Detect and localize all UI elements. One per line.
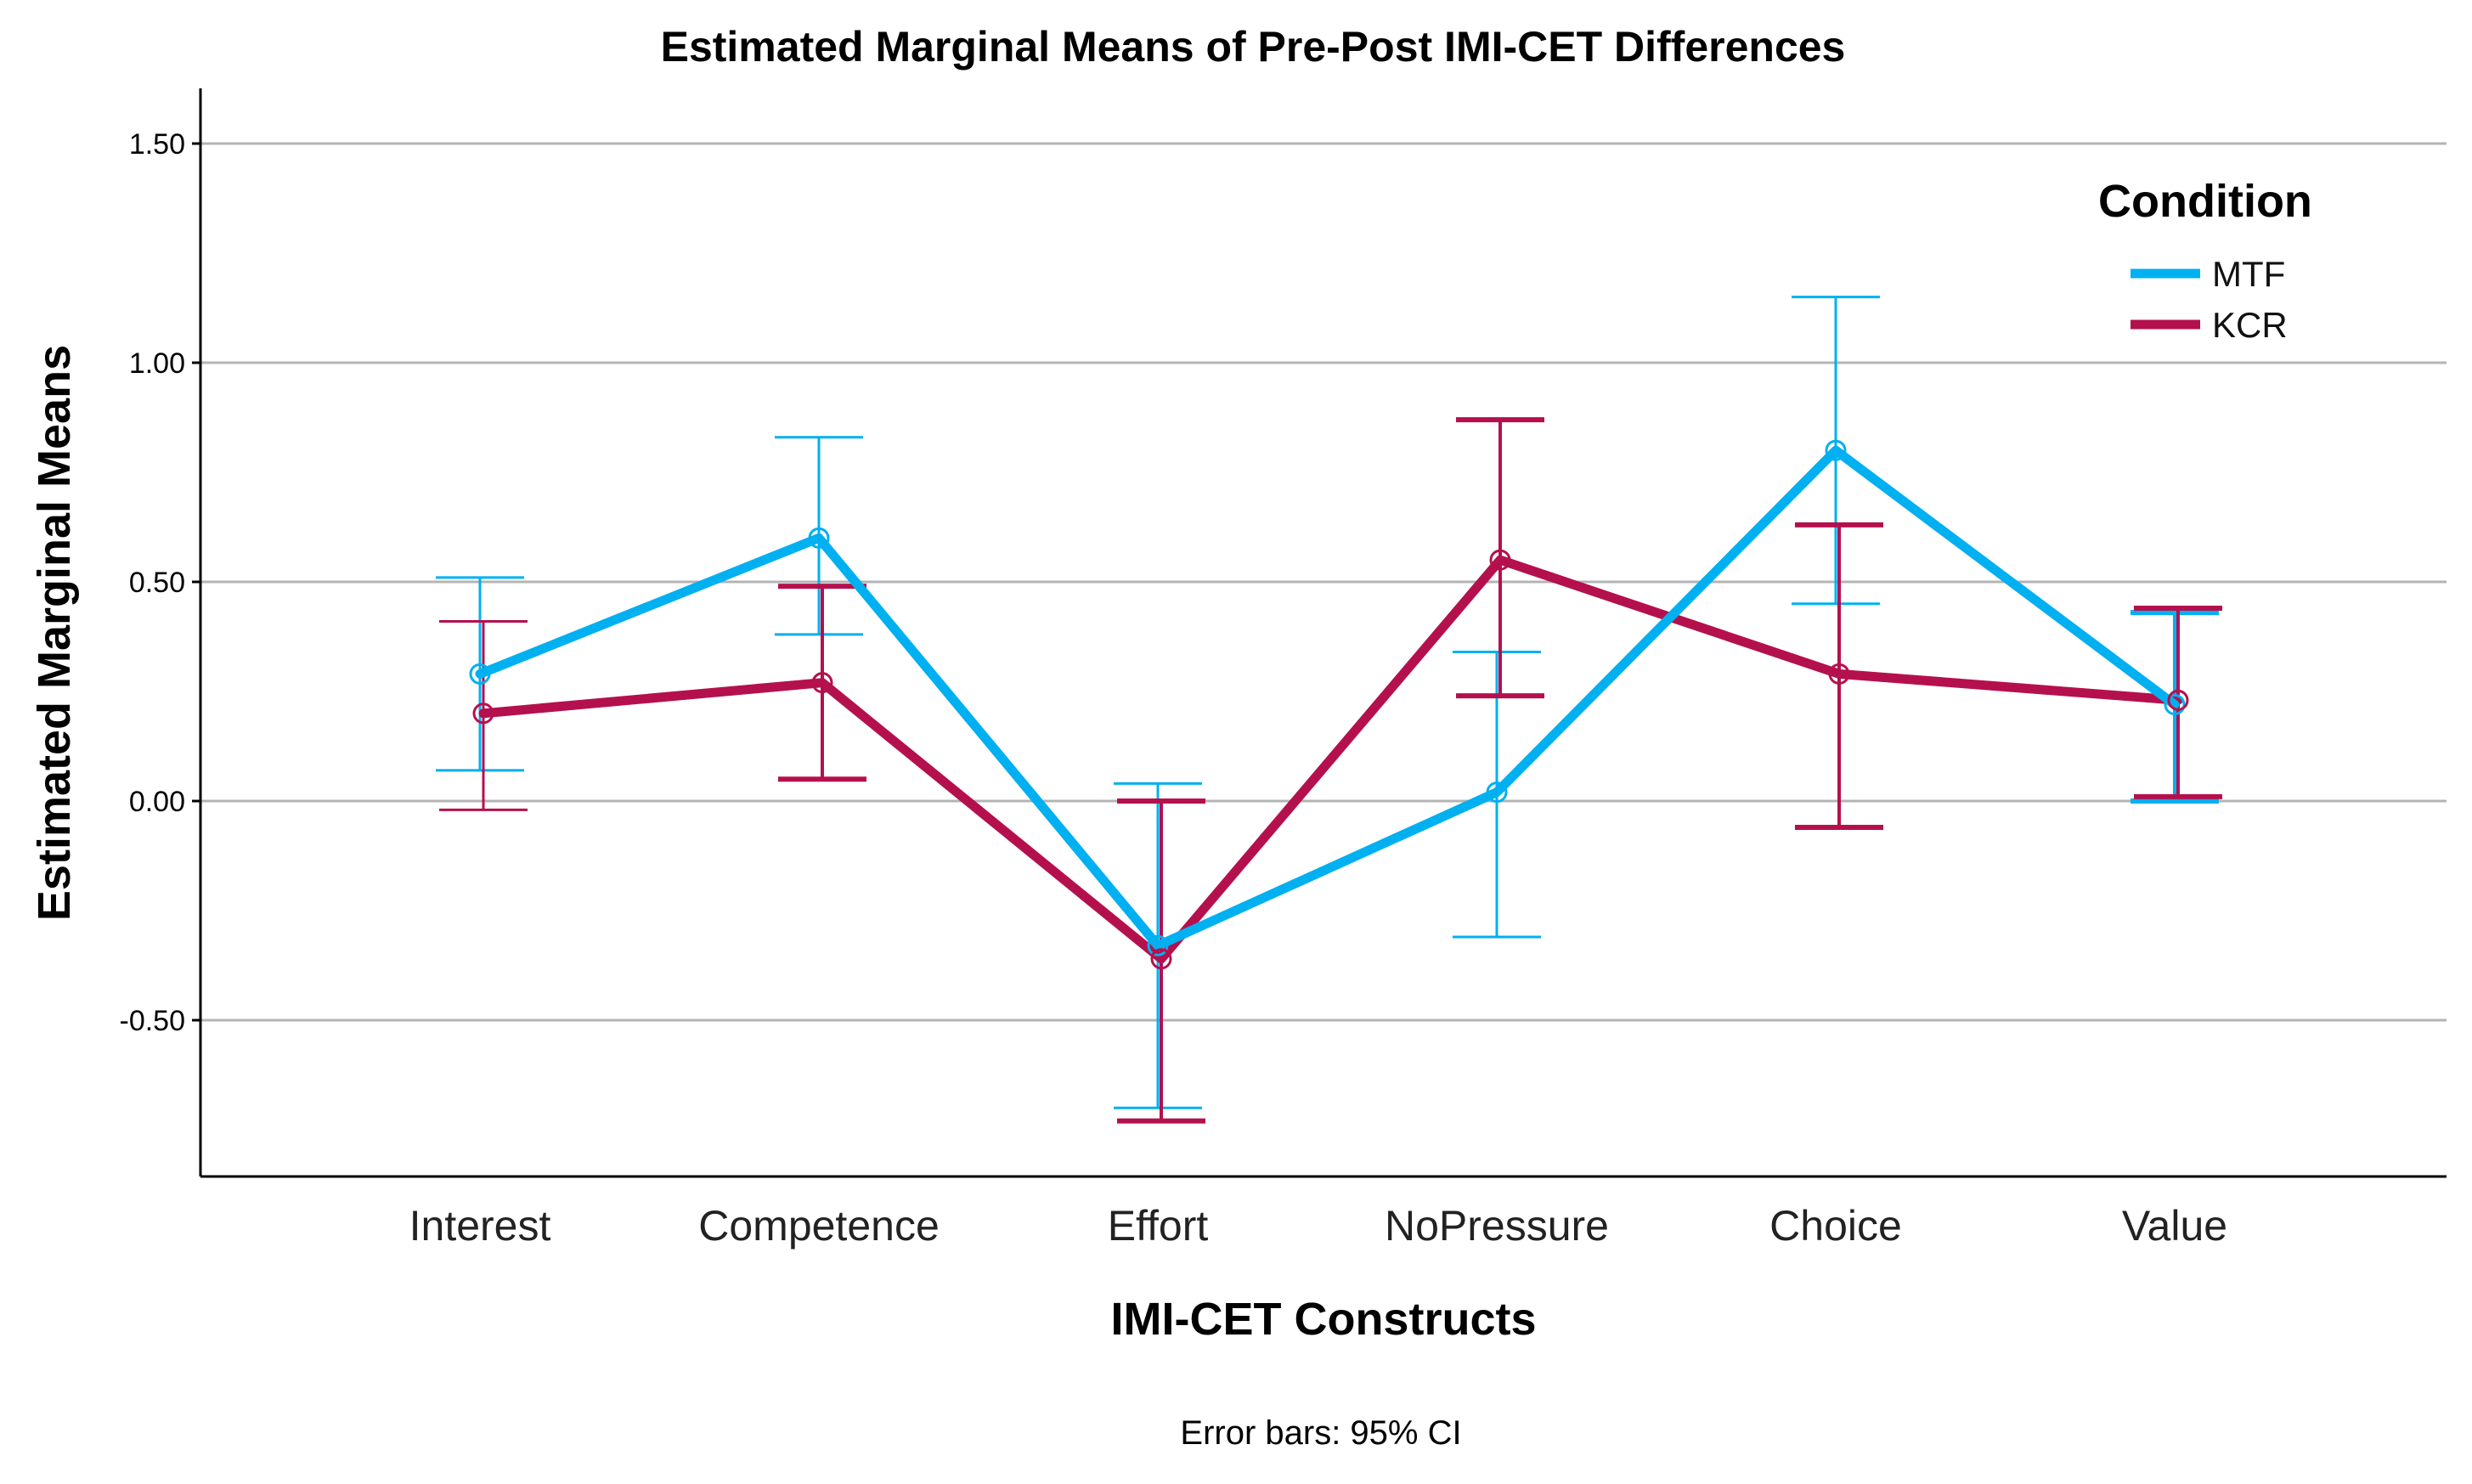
- data-point-kcr: [1150, 948, 1172, 970]
- data-point-mtf: [1825, 439, 1847, 461]
- x-axis-categories: Interest Competence Effort NoPressure Choice…: [409, 1202, 2227, 1250]
- x-axis-title: IMI-CET Constructs: [1110, 1294, 1536, 1345]
- y-tick-label: -0.50: [120, 1005, 186, 1037]
- data-point-kcr: [472, 703, 494, 725]
- y-tick-label: 1.00: [129, 347, 185, 380]
- legend-label-kcr: KCR: [2212, 305, 2288, 345]
- x-category-label: Interest: [409, 1202, 551, 1250]
- series-line-kcr: [478, 555, 2183, 964]
- data-point-mtf: [2164, 693, 2186, 715]
- data-point-kcr: [1828, 663, 1850, 685]
- series-points: [469, 439, 2189, 970]
- x-category-label: Value: [2122, 1202, 2227, 1250]
- series-lines: [475, 445, 2183, 964]
- data-point-mtf: [808, 527, 830, 549]
- data-point-kcr: [811, 672, 833, 694]
- legend-title: Condition: [2098, 176, 2312, 227]
- gridlines: [200, 142, 2447, 1022]
- data-point-kcr: [2167, 689, 2189, 711]
- error-bars: [436, 296, 2222, 1124]
- x-category-label: Effort: [1108, 1202, 1209, 1250]
- y-axis-ticks: 1.50 1.00 0.50 0.00 -0.50: [120, 128, 200, 1037]
- x-category-label: NoPressure: [1385, 1202, 1609, 1250]
- data-point-mtf: [1147, 934, 1169, 956]
- legend-label-mtf: MTF: [2212, 254, 2285, 294]
- y-tick-label: 1.50: [129, 128, 185, 161]
- y-tick-label: 0.00: [129, 786, 185, 818]
- y-axis-title: Estimated Marginal Means: [29, 345, 80, 921]
- x-category-label: Competence: [698, 1202, 940, 1250]
- data-point-mtf: [469, 663, 491, 685]
- footnote: Error bars: 95% CI: [1180, 1414, 1461, 1452]
- data-point-kcr: [1489, 549, 1511, 571]
- x-category-label: Choice: [1769, 1202, 1902, 1250]
- series-line-mtf: [475, 445, 2180, 951]
- data-point-mtf: [1486, 781, 1508, 804]
- chart-title: Estimated Marginal Means of Pre-Post IMI…: [661, 23, 1846, 71]
- y-tick-label: 0.50: [129, 567, 185, 599]
- legend: Condition MTF KCR: [2098, 176, 2312, 345]
